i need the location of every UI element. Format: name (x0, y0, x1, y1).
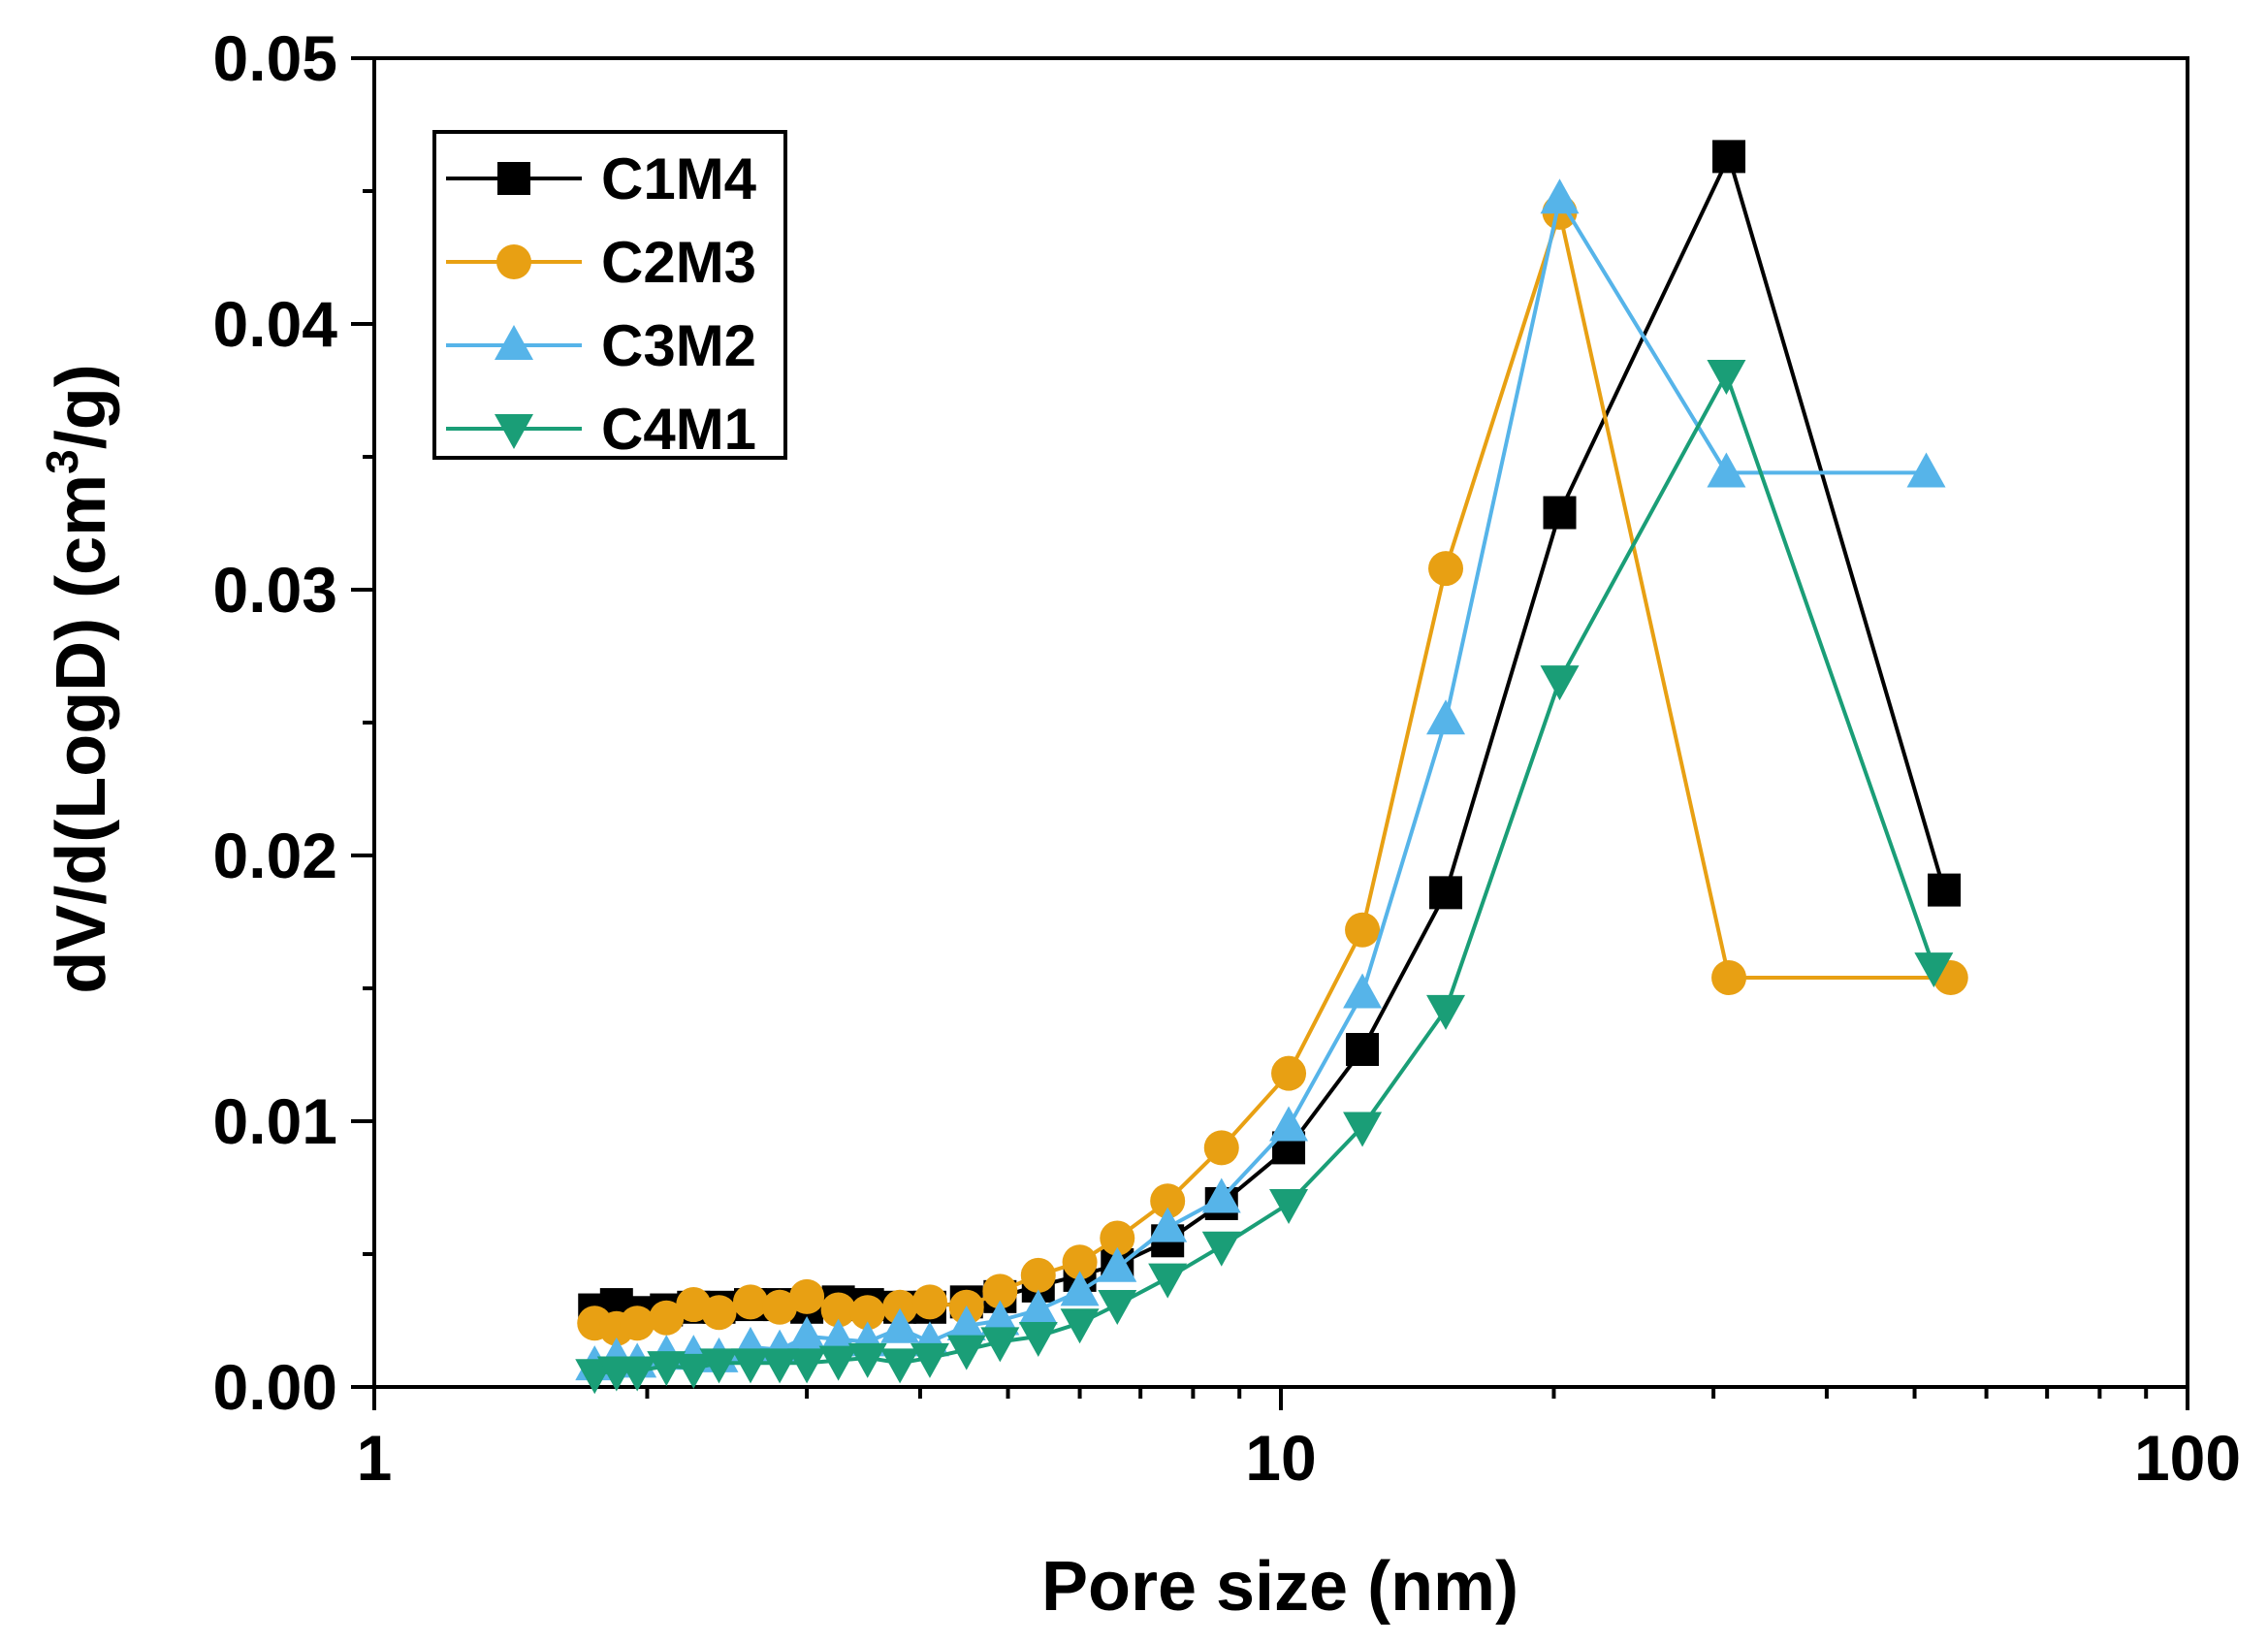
series-layer (575, 140, 1968, 1395)
data-point-c2m3 (701, 1295, 737, 1331)
data-point-c4m1 (818, 1345, 858, 1381)
legend-label: C4M1 (601, 397, 756, 462)
legend-box (432, 130, 787, 460)
y-axis-title-main: dV/d(LogD) (cm (43, 474, 120, 994)
y-tick-label: 0.02 (213, 820, 337, 891)
data-point-c3m2 (1707, 452, 1746, 488)
legend-item-c4m1: C4M1 (446, 397, 756, 462)
legend-marker (496, 244, 531, 279)
series-line-c4m1 (593, 372, 1936, 1376)
data-point-c2m3 (1345, 912, 1381, 948)
data-point-c2m3 (620, 1306, 655, 1341)
data-point-c2m3 (789, 1278, 825, 1314)
data-point-c3m2 (980, 1300, 1020, 1336)
data-point-c1m4 (1346, 1033, 1380, 1067)
legend-item-c2m3: C2M3 (446, 230, 756, 295)
data-point-c4m1 (787, 1348, 827, 1384)
data-point-c3m2 (946, 1305, 986, 1340)
data-point-c3m2 (818, 1318, 858, 1354)
data-point-c2m3 (1150, 1183, 1186, 1219)
series-line-c1m4 (593, 154, 1946, 1315)
y-tick-label: 0.03 (213, 554, 337, 626)
data-point-c4m1 (760, 1348, 800, 1384)
data-point-c4m1 (1707, 360, 1746, 396)
x-tick-label: 100 (2134, 1422, 2241, 1494)
data-point-c3m2 (1018, 1289, 1058, 1325)
data-point-c4m1 (731, 1348, 771, 1384)
legend-label: C2M3 (601, 230, 756, 295)
data-point-c2m3 (882, 1289, 918, 1325)
data-point-c2m3 (911, 1284, 947, 1320)
legend-marker (495, 325, 533, 360)
legend-marker (495, 414, 533, 449)
data-point-c4m1 (1201, 1231, 1241, 1267)
data-point-c3m2 (1060, 1271, 1100, 1306)
data-point-c1m4 (1543, 496, 1577, 530)
data-point-c3m2 (880, 1307, 920, 1343)
data-point-c2m3 (1711, 960, 1747, 996)
y-axis-title-sup: 3 (37, 449, 87, 474)
data-point-c3m2 (787, 1315, 827, 1351)
data-point-c4m1 (946, 1335, 986, 1370)
data-point-c1m4 (1429, 876, 1463, 910)
data-point-c3m2 (1098, 1246, 1137, 1282)
data-point-c3m2 (1148, 1207, 1188, 1242)
data-point-c4m1 (980, 1327, 1020, 1363)
data-point-c4m1 (1343, 1112, 1383, 1147)
data-point-c2m3 (1100, 1220, 1135, 1256)
data-point-c4m1 (1914, 952, 1954, 988)
data-point-c3m2 (1540, 178, 1580, 214)
y-axis-title: dV/d(LogD) (cm3/g) (37, 364, 120, 993)
data-point-c3m2 (1343, 973, 1383, 1009)
data-point-c2m3 (762, 1289, 798, 1325)
x-tick-label: 10 (1245, 1422, 1316, 1494)
data-point-c2m3 (733, 1284, 769, 1320)
data-point-c4m1 (847, 1342, 887, 1378)
legend-marker (497, 162, 530, 195)
legend-label: C3M2 (601, 313, 756, 378)
data-point-c1m4 (1712, 140, 1746, 174)
legend-item-c1m4: C1M4 (446, 146, 757, 211)
data-point-c4m1 (880, 1348, 920, 1384)
y-axis-title-end: /g) (43, 364, 120, 449)
data-point-c3m2 (1906, 452, 1946, 488)
data-point-c3m2 (1426, 699, 1466, 735)
data-point-c4m1 (1098, 1290, 1137, 1326)
data-point-c2m3 (1203, 1130, 1239, 1166)
y-tick-label: 0.00 (213, 1351, 337, 1423)
data-point-c4m1 (1148, 1263, 1188, 1299)
data-point-c2m3 (649, 1300, 685, 1336)
legend-label: C1M4 (601, 146, 757, 211)
data-point-c4m1 (647, 1351, 687, 1387)
data-point-c2m3 (1271, 1055, 1307, 1091)
data-point-c2m3 (1062, 1244, 1098, 1280)
data-point-c2m3 (1020, 1257, 1056, 1293)
series-c4m1 (575, 360, 1954, 1395)
x-axis-title: Pore size (nm) (1041, 1548, 1518, 1626)
axes-layer: 0.00 0.01 0.02 0.03 0.04 0.05 1 10 100 (213, 22, 2242, 1494)
y-tick-label: 0.05 (213, 22, 337, 94)
data-point-c3m2 (1201, 1177, 1241, 1213)
data-point-c4m1 (1269, 1188, 1309, 1224)
legend: C1M4 C2M3 C3M2 C4M1 (432, 130, 787, 462)
data-point-c4m1 (910, 1342, 949, 1378)
data-point-c2m3 (982, 1273, 1018, 1309)
data-point-c2m3 (820, 1292, 856, 1328)
data-point-c4m1 (1060, 1308, 1100, 1344)
data-point-c1m4 (1928, 873, 1962, 907)
data-point-c4m1 (674, 1353, 714, 1389)
data-point-c2m3 (849, 1295, 885, 1331)
data-point-c3m2 (1269, 1106, 1309, 1142)
data-point-c4m1 (1018, 1321, 1058, 1357)
data-point-c4m1 (699, 1348, 739, 1384)
legend-item-c3m2: C3M2 (446, 313, 756, 378)
y-tick-label: 0.04 (213, 288, 338, 360)
x-tick-label: 1 (357, 1422, 393, 1494)
y-tick-label: 0.01 (213, 1085, 337, 1157)
data-point-c4m1 (1426, 994, 1466, 1030)
data-point-c4m1 (1540, 665, 1580, 701)
data-point-c4m1 (618, 1356, 657, 1392)
data-point-c2m3 (1428, 551, 1464, 587)
